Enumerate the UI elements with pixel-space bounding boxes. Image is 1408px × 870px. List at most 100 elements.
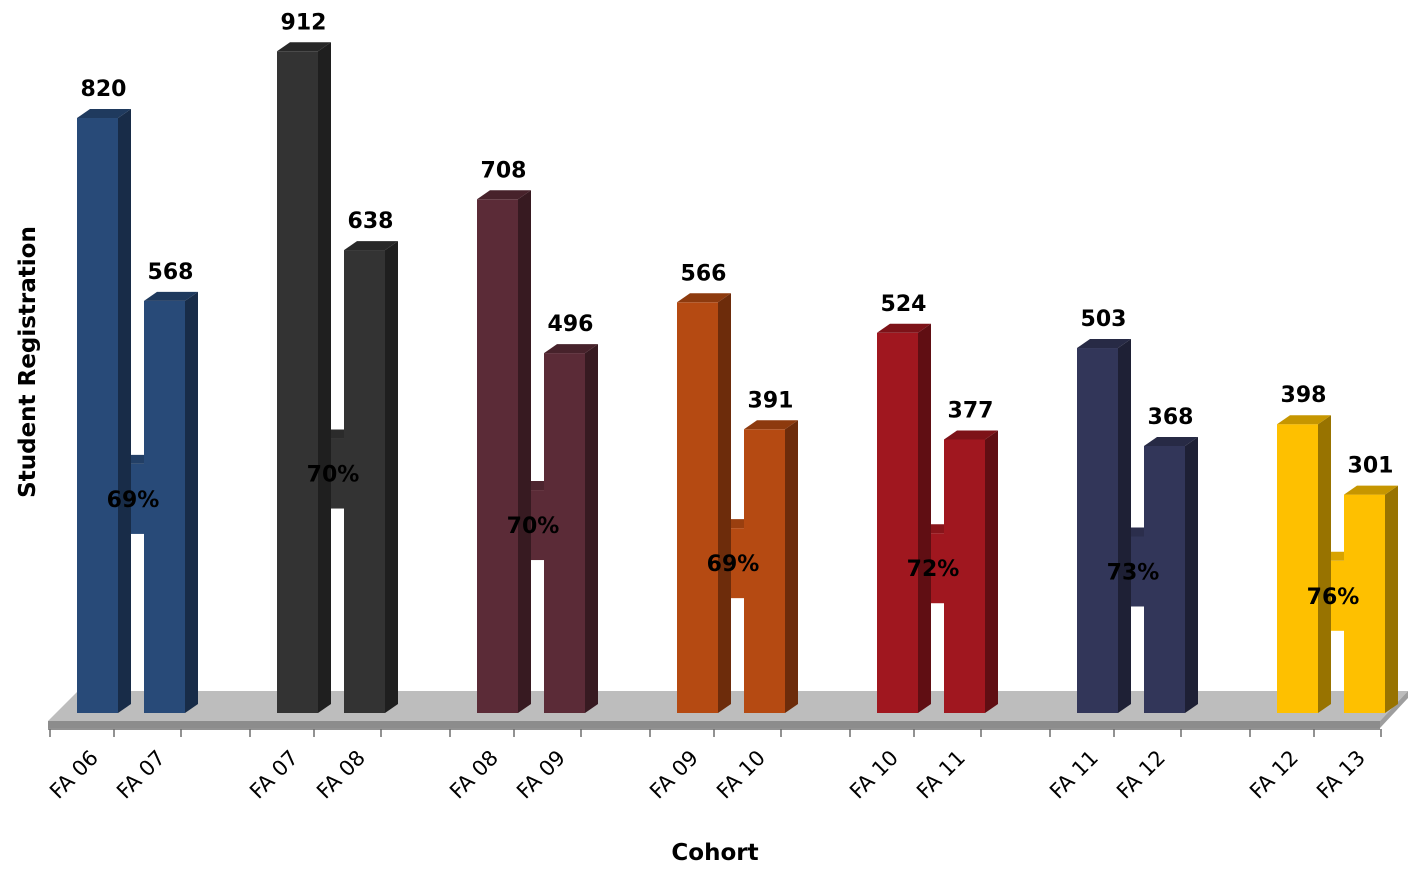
bar <box>1077 339 1131 713</box>
bar <box>677 293 731 713</box>
bar <box>477 190 531 713</box>
bar-front <box>277 51 318 713</box>
bar-value-label: 568 <box>148 260 194 285</box>
bar <box>344 241 398 713</box>
retention-percent-label: 70% <box>507 514 560 539</box>
bar <box>1277 415 1331 713</box>
bar-front <box>344 250 385 713</box>
bar-side <box>518 190 531 713</box>
bar-top <box>744 420 798 430</box>
bar-front <box>544 353 585 713</box>
x-tick-label: FA 12 <box>1112 746 1170 804</box>
bar <box>744 420 798 713</box>
bar-side <box>1318 415 1331 713</box>
bar-top <box>477 190 531 200</box>
bar-value-label: 566 <box>681 261 727 286</box>
retention-percent-label: 72% <box>907 557 960 582</box>
bar-front <box>77 118 118 714</box>
retention-percent-label: 70% <box>307 463 360 488</box>
retention-percent-label: 73% <box>1107 560 1160 585</box>
x-axis: FA 06 FA 07 FA 07 FA 08 FA 08 FA 09 FA 09 FA 10… <box>45 728 1382 804</box>
bar-value-label: 708 <box>481 158 527 183</box>
x-tick-label: FA 08 <box>445 746 503 804</box>
x-axis-title: Cohort <box>671 840 758 865</box>
bar-top <box>144 291 198 301</box>
bar-top <box>944 430 998 440</box>
bar-top <box>277 42 331 52</box>
bar <box>144 291 198 713</box>
bar-side <box>918 323 931 713</box>
x-tick-label: FA 10 <box>845 746 903 804</box>
x-tick-label: FA 11 <box>1045 746 1103 804</box>
bar-value-label: 377 <box>948 398 994 423</box>
bar-side <box>185 291 198 713</box>
bar-side <box>585 344 598 713</box>
bar-top <box>544 344 598 354</box>
bar-value-label: 391 <box>748 388 794 413</box>
bar <box>544 344 598 713</box>
bar-top <box>77 109 131 119</box>
bar-side <box>718 293 731 713</box>
bar-front <box>944 439 985 713</box>
bar <box>277 42 331 713</box>
bar-front <box>144 300 185 713</box>
bar-value-label: 301 <box>1348 454 1394 479</box>
bar-value-label: 503 <box>1081 307 1127 332</box>
bar-front <box>877 332 918 713</box>
retention-percent-label: 69% <box>707 552 760 577</box>
x-tick-label: FA 11 <box>912 746 970 804</box>
bar-front <box>1344 494 1385 713</box>
bar-side <box>318 42 331 713</box>
bar-side <box>785 420 798 713</box>
bar-side <box>1118 339 1131 713</box>
bar-top <box>344 241 398 251</box>
bar-front <box>677 302 718 713</box>
floor-front <box>48 721 1380 728</box>
retention-percent-label: 69% <box>107 488 160 513</box>
x-tick-label: FA 06 <box>45 746 103 804</box>
bar-front <box>477 199 518 713</box>
bar-value-label: 496 <box>548 312 594 337</box>
bar-value-label: 368 <box>1148 405 1194 430</box>
y-axis-title: Student Registration <box>15 226 41 498</box>
bar-front <box>1277 424 1318 713</box>
bar-value-label: 398 <box>1281 383 1327 408</box>
bar-top <box>677 293 731 303</box>
x-tick-label: FA 12 <box>1245 746 1303 804</box>
x-tick-label: FA 09 <box>512 746 570 804</box>
bar-top <box>877 323 931 333</box>
bar-side <box>385 241 398 713</box>
floor-side <box>1380 691 1408 728</box>
bar-top <box>1344 485 1398 495</box>
bar-top <box>1277 415 1331 425</box>
bar-value-label: 524 <box>881 292 927 317</box>
x-tick-label: FA 13 <box>1312 746 1370 804</box>
bar-front <box>744 429 785 713</box>
bar-top <box>1077 339 1131 349</box>
bar-side <box>118 109 131 714</box>
x-tick-label: FA 07 <box>112 746 170 804</box>
bar-front <box>1144 445 1185 713</box>
bar-value-label: 912 <box>281 10 327 35</box>
bar-side <box>985 430 998 713</box>
x-tick-label: FA 09 <box>645 746 703 804</box>
bar-value-label: 820 <box>81 77 127 102</box>
bars-layer <box>77 42 1398 714</box>
bar <box>944 430 998 713</box>
bar-top <box>1144 436 1198 446</box>
bar <box>1344 485 1398 713</box>
x-tick-label: FA 10 <box>712 746 770 804</box>
bar-value-label: 638 <box>348 209 394 234</box>
bar <box>77 109 131 714</box>
bar-side <box>1385 485 1398 713</box>
labels-layer: 820 568 69% 912 638 70% 708 496 70% 566 391 69% 524 3… <box>81 10 1394 610</box>
x-tick-label: FA 07 <box>245 746 303 804</box>
bar-side <box>1185 436 1198 713</box>
bar-front <box>1077 348 1118 713</box>
retention-percent-label: 76% <box>1307 585 1360 610</box>
bar <box>1144 436 1198 713</box>
bar <box>877 323 931 713</box>
x-tick-label: FA 08 <box>312 746 370 804</box>
